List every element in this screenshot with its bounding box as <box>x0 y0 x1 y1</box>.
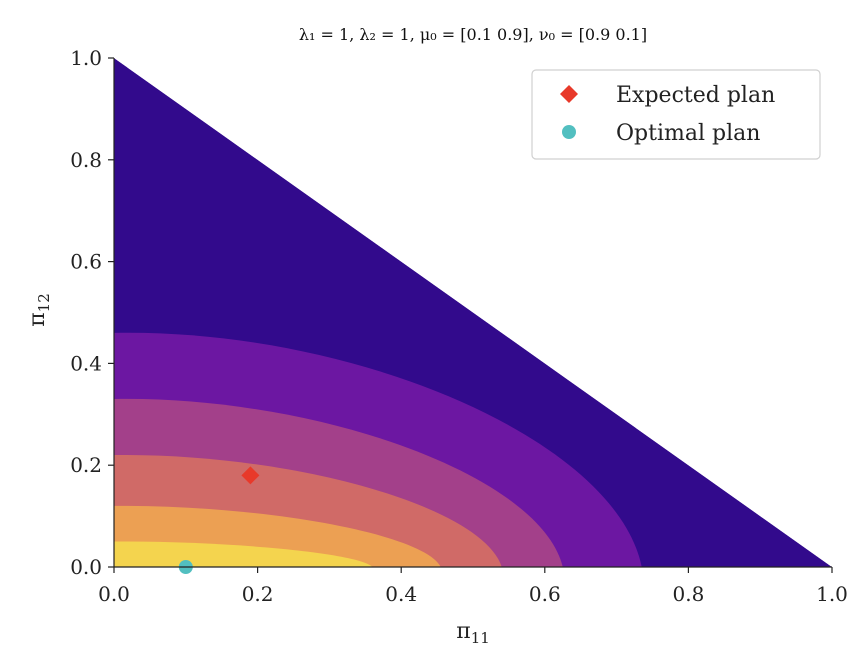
x-tick-label: 0.2 <box>242 582 274 606</box>
y-tick-label: 0.4 <box>70 351 102 375</box>
y-tick-label: 0.8 <box>70 148 102 172</box>
y-tick-label: 1.0 <box>70 46 102 70</box>
y-axis-label: π12 <box>25 293 53 327</box>
plot-area <box>114 58 832 574</box>
expected-plan-marker <box>241 466 260 485</box>
contour-region-6 <box>114 541 373 567</box>
chart-title: λ₁ = 1, λ₂ = 1, μ₀ = [0.1 0.9], ν₀ = [0.… <box>299 25 647 44</box>
y-tick-label: 0.0 <box>70 555 102 579</box>
x-tick-label: 0.0 <box>98 582 130 606</box>
legend-label: Expected plan <box>616 83 775 108</box>
x-axis-label: π11 <box>456 619 490 647</box>
x-axis-label-subscript: 11 <box>471 629 490 647</box>
y-axis-label-subscript: 12 <box>35 293 53 312</box>
x-axis: 0.0 0.2 0.4 0.6 0.8 1.0 <box>98 566 848 606</box>
x-tick-label: 1.0 <box>816 582 848 606</box>
legend-marker-diamond <box>560 85 578 103</box>
legend: Expected plan Optimal plan <box>531 69 821 160</box>
legend-box <box>531 69 821 160</box>
y-tick-label: 0.2 <box>70 453 102 477</box>
legend-label: Optimal plan <box>616 121 760 146</box>
x-tick-label: 0.4 <box>385 582 417 606</box>
legend-marker-circle <box>562 125 576 139</box>
x-tick-label: 0.8 <box>672 582 704 606</box>
y-tick-label: 0.6 <box>70 250 102 274</box>
y-axis: 0.0 0.2 0.4 0.6 0.8 1.0 <box>70 46 115 579</box>
x-tick-label: 0.6 <box>529 582 561 606</box>
